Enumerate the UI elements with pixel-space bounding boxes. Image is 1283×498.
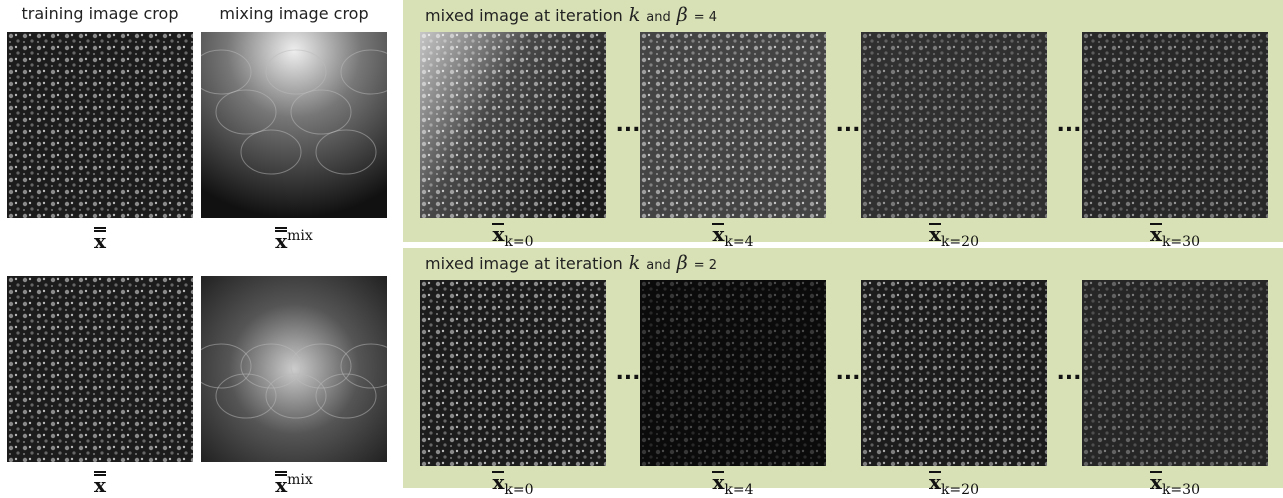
label-symbol: x <box>275 227 287 249</box>
image-label: xk=20 <box>861 222 1047 250</box>
image-label: xk=4 <box>640 222 826 250</box>
column-header: mixing image crop <box>199 4 389 23</box>
title-text: mixed image at iteration <box>425 6 623 25</box>
title-parameter-value: = 4 <box>694 10 717 25</box>
image-crop <box>420 32 606 218</box>
title-parameter: β <box>677 252 688 274</box>
label-symbol: x <box>1150 471 1162 490</box>
title-parameter: β <box>677 4 688 26</box>
image-crop <box>861 280 1047 466</box>
label-subscript: k=0 <box>504 482 533 498</box>
title-parameter-value: = 2 <box>694 258 717 273</box>
label-symbol: x <box>492 471 504 490</box>
image-crop <box>861 32 1047 218</box>
label-symbol: x <box>712 223 724 242</box>
image-crop <box>420 280 606 466</box>
label-symbol: x <box>492 223 504 242</box>
image-crop <box>201 276 387 462</box>
figure: {"left": {"headers": ["training image cr… <box>0 0 1283 488</box>
label-symbol: x <box>275 471 287 493</box>
label-symbol: x <box>929 223 941 242</box>
label-symbol: x <box>94 471 106 493</box>
label-symbol: x <box>712 471 724 490</box>
image-crop <box>640 32 826 218</box>
image-crop <box>640 280 826 466</box>
label-subscript: k=20 <box>941 482 979 498</box>
image-label: xk=30 <box>1082 470 1268 498</box>
label-subscript: k=30 <box>1162 482 1200 498</box>
title-conjunction: and <box>646 10 670 25</box>
label-superscript: mix <box>287 472 313 488</box>
label-symbol: x <box>929 471 941 490</box>
title-variable: k <box>629 4 641 26</box>
title-variable: k <box>629 252 641 274</box>
label-subscript: k=4 <box>724 482 753 498</box>
label-symbol: x <box>94 227 106 249</box>
image-label: xmix <box>201 471 387 497</box>
image-crop <box>7 32 193 218</box>
image-crop <box>201 32 387 218</box>
image-label: x <box>7 471 193 497</box>
image-label: xk=0 <box>420 222 606 250</box>
image-label: xk=4 <box>640 470 826 498</box>
image-crop <box>1082 280 1268 466</box>
image-label: xk=0 <box>420 470 606 498</box>
title-conjunction: and <box>646 258 670 273</box>
title-text: mixed image at iteration <box>425 254 623 273</box>
image-label: xk=30 <box>1082 222 1268 250</box>
image-crop <box>1082 32 1268 218</box>
label-superscript: mix <box>287 228 313 244</box>
label-symbol: x <box>1150 223 1162 242</box>
image-label: xmix <box>201 227 387 253</box>
image-label: xk=20 <box>861 470 1047 498</box>
column-header: training image crop <box>5 4 195 23</box>
image-crop <box>7 276 193 462</box>
image-label: x <box>7 227 193 253</box>
